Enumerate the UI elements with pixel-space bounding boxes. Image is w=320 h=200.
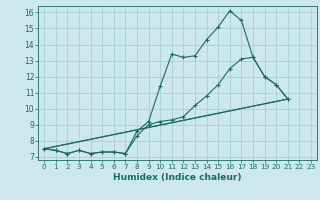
X-axis label: Humidex (Indice chaleur): Humidex (Indice chaleur)	[113, 173, 242, 182]
